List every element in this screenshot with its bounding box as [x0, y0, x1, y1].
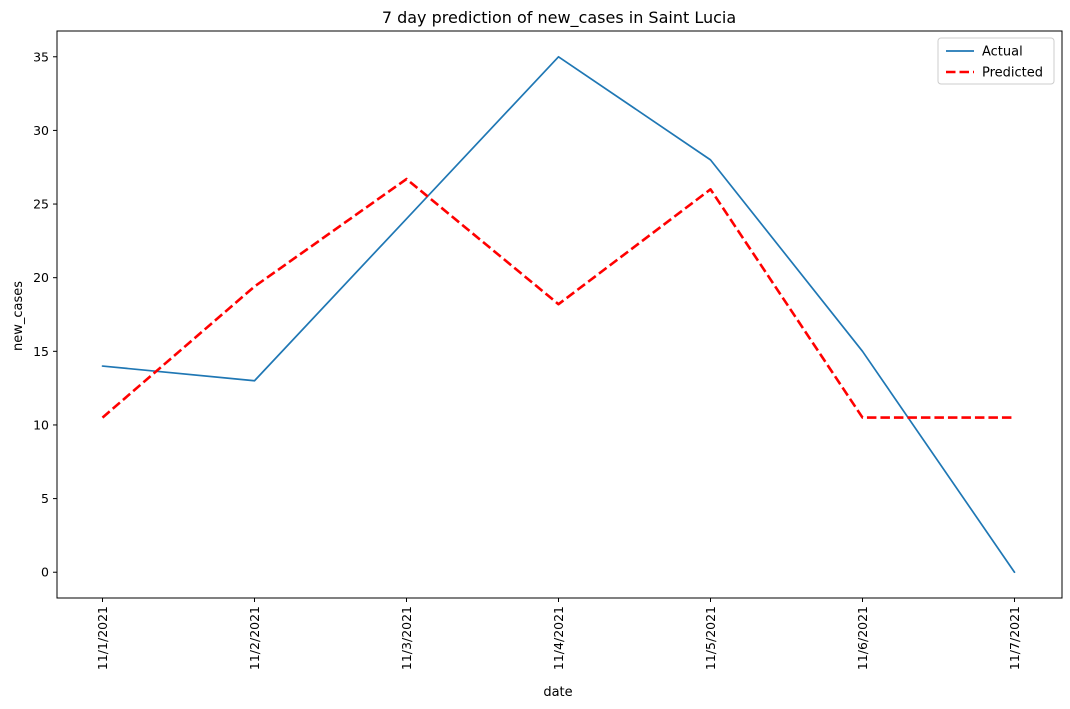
y-tick-label: 25: [33, 197, 49, 212]
axes: 0 5 10 15 20 25 30 35 11/1/2021 11/2/2021 11/3/202…: [33, 30, 1063, 670]
x-tick-label: 11/7/2021: [1007, 606, 1022, 670]
plot-frame: [56, 30, 1063, 599]
x-tick-label: 11/6/2021: [855, 606, 870, 670]
y-tick-label: 30: [33, 123, 49, 138]
x-axis-label: date: [543, 685, 572, 700]
y-tick-label: 0: [41, 565, 49, 580]
y-axis-label: new_cases: [11, 281, 26, 351]
x-tick-label: 11/1/2021: [95, 606, 110, 670]
y-tick-label: 20: [33, 270, 49, 285]
series-line-predicted: [101, 177, 1015, 419]
x-tick-label: 11/4/2021: [551, 606, 566, 670]
y-tick-label: 5: [41, 491, 49, 506]
legend-label-predicted: Predicted: [982, 66, 1043, 81]
y-tick-label: 15: [33, 344, 49, 359]
legend: Actual Predicted: [937, 37, 1055, 85]
x-tick-label: 11/5/2021: [703, 606, 718, 670]
series-line-actual: [101, 55, 1016, 574]
x-tick-label: 11/2/2021: [247, 606, 262, 670]
y-tick-label: 35: [33, 49, 49, 64]
x-tick-label: 11/3/2021: [399, 606, 414, 670]
plot-area: [101, 55, 1016, 574]
y-tick-label: 10: [33, 417, 49, 432]
legend-label-actual: Actual: [982, 45, 1023, 60]
chart-title: 7 day prediction of new_cases in Saint L…: [382, 8, 736, 28]
